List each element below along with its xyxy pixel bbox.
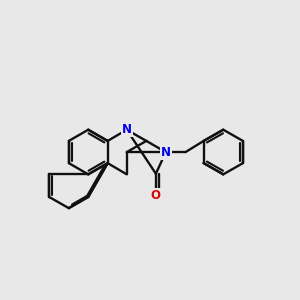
Text: N: N xyxy=(122,123,132,136)
Text: N: N xyxy=(161,146,171,159)
Text: O: O xyxy=(151,189,161,203)
